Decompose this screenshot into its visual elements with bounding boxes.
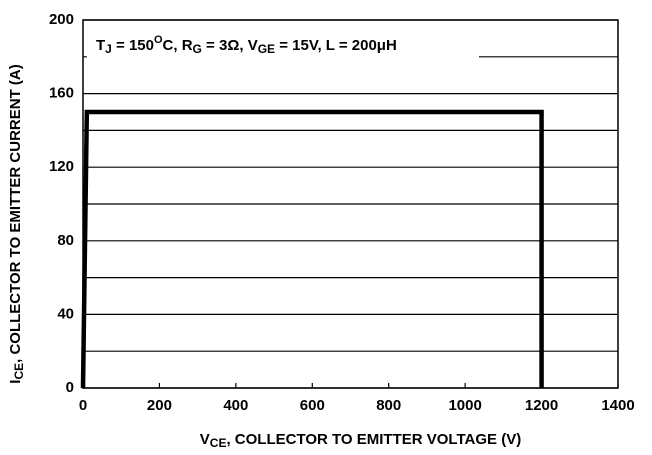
- annotation-part: J: [105, 42, 112, 56]
- x-axis-label-part: , COLLECTOR TO EMITTER VOLTAGE (V): [226, 431, 521, 448]
- x-tick-label: 600: [300, 397, 325, 414]
- annotation-part: C, R: [163, 37, 193, 54]
- x-axis-label-part: CE: [210, 436, 227, 450]
- y-tick-label: 40: [57, 305, 74, 322]
- y-tick-label: 120: [49, 158, 74, 175]
- annotation-box: [87, 30, 479, 66]
- y-tick-label: 160: [49, 85, 74, 102]
- x-tick-label: 1400: [601, 397, 634, 414]
- annotation-part: = 150: [112, 37, 154, 54]
- data-line: [80, 109, 544, 389]
- x-tick-label: 400: [223, 397, 248, 414]
- x-tick-label: 0: [79, 397, 87, 414]
- annotation-part: O: [154, 34, 163, 46]
- y-axis-label: ICE, COLLECTOR TO EMITTER CURRENT (A): [7, 64, 26, 383]
- x-axis-label: VCE, COLLECTOR TO EMITTER VOLTAGE (V): [200, 431, 521, 450]
- plot-frame: [82, 19, 619, 389]
- x-axis-label-part: V: [200, 431, 210, 448]
- x-tick-label: 1200: [525, 397, 558, 414]
- annotation-part: GE: [258, 42, 275, 56]
- x-tick-label: 200: [147, 397, 172, 414]
- y-tick-label: 0: [66, 379, 74, 396]
- y-tick-label: 80: [57, 232, 74, 249]
- x-tick-label: 800: [376, 397, 401, 414]
- y-axis-label-part: CE: [12, 363, 26, 380]
- annotation-part: G: [193, 42, 202, 56]
- y-tick-label: 200: [49, 11, 74, 28]
- annotation: TJ = 150OC, RG = 3Ω, VGE = 15V, L = 200μ…: [96, 34, 397, 56]
- annotation-part: = 3Ω, V: [202, 37, 258, 54]
- annotation-part: = 15V, L = 200μH: [275, 37, 397, 54]
- y-axis-label-part: , COLLECTOR TO EMITTER CURRENT (A): [7, 64, 24, 363]
- y-axis-label-part: I: [7, 380, 24, 384]
- x-tick-label: 1000: [448, 397, 481, 414]
- annotation-part: T: [96, 37, 105, 54]
